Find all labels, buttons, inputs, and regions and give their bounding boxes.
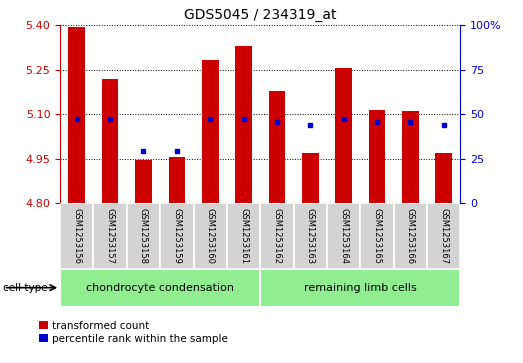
Bar <box>260 269 460 307</box>
Bar <box>293 203 327 269</box>
Text: GSM1253158: GSM1253158 <box>139 208 148 264</box>
Bar <box>335 68 352 203</box>
Text: GSM1253165: GSM1253165 <box>372 208 381 264</box>
Text: GSM1253167: GSM1253167 <box>439 208 448 264</box>
Bar <box>369 110 385 203</box>
Bar <box>402 111 418 203</box>
Bar <box>127 203 160 269</box>
Bar <box>135 160 152 203</box>
Text: GSM1253162: GSM1253162 <box>272 208 281 264</box>
Bar <box>60 203 94 269</box>
Bar <box>160 203 194 269</box>
Bar <box>168 157 185 203</box>
Text: chondrocyte condensation: chondrocyte condensation <box>86 283 234 293</box>
Bar <box>94 203 127 269</box>
Text: remaining limb cells: remaining limb cells <box>304 283 417 293</box>
Bar <box>394 203 427 269</box>
Bar <box>302 153 319 203</box>
Text: GSM1253157: GSM1253157 <box>106 208 115 264</box>
Text: GSM1253163: GSM1253163 <box>306 208 315 264</box>
Text: GSM1253160: GSM1253160 <box>206 208 214 264</box>
Bar <box>102 79 119 203</box>
Bar <box>194 203 227 269</box>
Bar <box>268 91 285 203</box>
Text: cell type: cell type <box>3 283 47 293</box>
Bar <box>360 203 393 269</box>
Bar <box>235 46 252 203</box>
Bar <box>202 60 219 203</box>
Text: GSM1253161: GSM1253161 <box>239 208 248 264</box>
Bar <box>327 203 360 269</box>
Legend: transformed count, percentile rank within the sample: transformed count, percentile rank withi… <box>39 321 228 344</box>
Bar <box>227 203 260 269</box>
Title: GDS5045 / 234319_at: GDS5045 / 234319_at <box>184 8 336 22</box>
Text: GSM1253159: GSM1253159 <box>173 208 181 264</box>
Bar <box>69 27 85 203</box>
Text: GSM1253164: GSM1253164 <box>339 208 348 264</box>
Text: GSM1253166: GSM1253166 <box>406 208 415 264</box>
Bar <box>60 269 260 307</box>
Bar <box>435 153 452 203</box>
Text: GSM1253156: GSM1253156 <box>72 208 81 264</box>
Bar <box>260 203 293 269</box>
Bar <box>427 203 460 269</box>
